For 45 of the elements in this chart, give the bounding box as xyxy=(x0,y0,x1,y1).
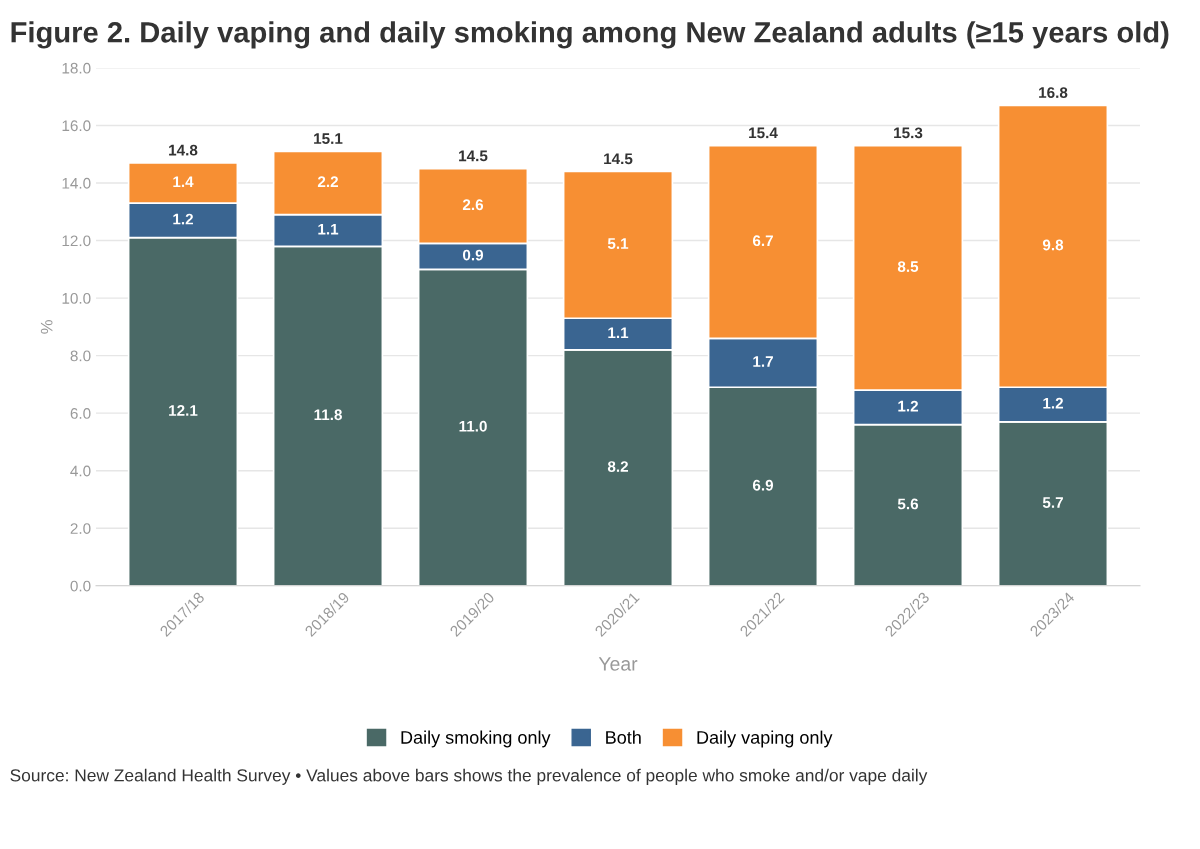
y-tick-label: 2.0 xyxy=(70,523,91,534)
total-label: 15.1 xyxy=(314,133,343,145)
data-label: 9.8 xyxy=(1042,239,1064,251)
data-label: 1.2 xyxy=(173,213,194,225)
data-label: 1.4 xyxy=(173,176,194,187)
total-label: 14.5 xyxy=(459,150,488,162)
data-label: 8.5 xyxy=(897,261,919,272)
x-axis-title: Year xyxy=(598,657,638,671)
data-label: 1.7 xyxy=(753,356,773,367)
y-tick-label: 8.0 xyxy=(70,350,91,362)
legend-label: Daily smoking only xyxy=(401,730,551,748)
data-label: 6.9 xyxy=(752,479,774,491)
data-label: 1.2 xyxy=(898,400,919,412)
source-note: Source: New Zealand Health Survey • Values above bars shows the prevalence of people who smoke and/or vape daily xyxy=(10,768,928,785)
total-label: 15.3 xyxy=(894,127,923,139)
data-label: 12.1 xyxy=(169,405,198,416)
data-label: 11.0 xyxy=(459,420,487,432)
legend-label: Both xyxy=(606,730,641,744)
legend-label: Daily vaping only xyxy=(697,730,833,748)
data-label: 8.2 xyxy=(607,461,629,472)
data-label: 5.1 xyxy=(607,238,629,249)
y-tick-label: 6.0 xyxy=(70,408,91,419)
y-tick-label: 12.0 xyxy=(62,235,91,247)
data-label: 6.7 xyxy=(752,235,773,247)
total-label: 16.8 xyxy=(1039,87,1068,98)
data-label: 1.2 xyxy=(1043,397,1064,409)
data-label: 2.2 xyxy=(317,176,339,187)
data-label: 5.7 xyxy=(1042,497,1063,508)
data-label: 0.9 xyxy=(462,249,484,261)
y-tick-label: 14.0 xyxy=(62,177,91,189)
y-axis-title: % xyxy=(40,320,53,334)
total-label: 14.5 xyxy=(604,153,633,165)
chart-title: Figure 2. Daily vaping and daily smoking among New Zealand adults (≥15 years old) xyxy=(11,21,1169,49)
y-tick-label: 4.0 xyxy=(70,465,91,477)
y-tick-label: 0.0 xyxy=(70,580,91,592)
total-label: 15.4 xyxy=(749,127,778,139)
data-label: 5.6 xyxy=(897,498,919,510)
y-tick-label: 10.0 xyxy=(62,292,91,304)
y-tick-label: 18.0 xyxy=(62,62,91,74)
total-label: 14.8 xyxy=(169,144,198,156)
y-tick-label: 16.0 xyxy=(62,120,91,132)
data-label: 1.1 xyxy=(318,223,339,235)
data-label: 11.8 xyxy=(314,409,342,421)
data-label: 1.1 xyxy=(608,327,629,339)
data-label: 2.6 xyxy=(462,199,484,211)
